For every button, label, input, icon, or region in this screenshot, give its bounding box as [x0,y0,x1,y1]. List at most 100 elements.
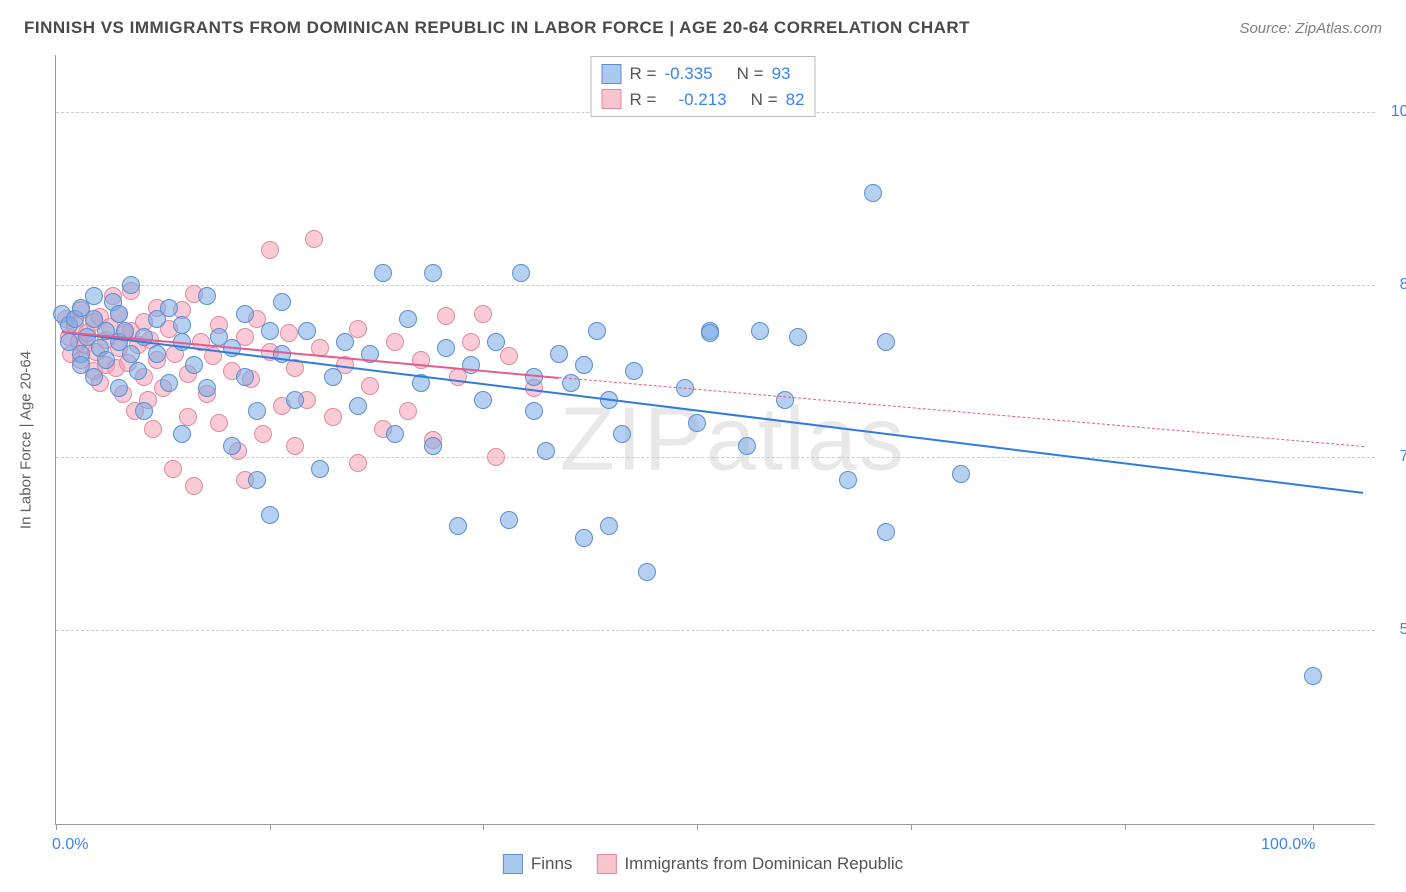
scatter-point-finns [273,293,291,311]
scatter-point-finns [148,345,166,363]
scatter-point-dominican [210,414,228,432]
scatter-point-dominican [399,402,417,420]
scatter-point-finns [97,351,115,369]
scatter-point-finns [160,374,178,392]
scatter-point-finns [135,402,153,420]
x-tick-mark [697,824,698,830]
scatter-point-finns [952,465,970,483]
scatter-point-dominican [280,324,298,342]
scatter-point-finns [550,345,568,363]
scatter-point-finns [286,391,304,409]
scatter-point-finns [537,442,555,460]
scatter-point-finns [701,324,719,342]
scatter-point-dominican [261,241,279,259]
scatter-point-finns [85,368,103,386]
scatter-point-finns [424,437,442,455]
legend-item-finns: Finns [503,854,573,874]
scatter-point-finns [575,529,593,547]
scatter-point-finns [236,368,254,386]
scatter-point-finns [298,322,316,340]
swatch-dominican [596,854,616,874]
scatter-point-finns [236,305,254,323]
y-tick-label: 85.0% [1385,276,1406,294]
scatter-point-dominican [185,477,203,495]
x-tick-mark [56,824,57,830]
scatter-point-finns [198,287,216,305]
scatter-point-finns [261,506,279,524]
r-value-finns: -0.335 [664,61,712,87]
legend-label-finns: Finns [531,854,573,874]
scatter-point-dominican [286,437,304,455]
n-value-dominican: 82 [786,87,805,113]
gridline-h [56,457,1375,458]
scatter-point-finns [261,322,279,340]
x-tick-label: 0.0% [52,836,88,854]
scatter-point-finns [122,276,140,294]
scatter-point-dominican [324,408,342,426]
scatter-point-dominican [254,425,272,443]
n-value-finns: 93 [772,61,791,87]
scatter-point-finns [877,523,895,541]
scatter-point-dominican [144,420,162,438]
legend-label-dominican: Immigrants from Dominican Republic [624,854,903,874]
x-tick-mark [1313,824,1314,830]
r-label: R = [630,61,657,87]
scatter-point-finns [600,517,618,535]
scatter-point-finns [386,425,404,443]
scatter-point-finns [85,287,103,305]
scatter-plot-area: In Labor Force | Age 20-64 ZIPatlas 55.0… [55,55,1375,825]
scatter-point-dominican [500,347,518,365]
scatter-point-finns [129,362,147,380]
y-axis-label: In Labor Force | Age 20-64 [18,350,35,528]
y-tick-label: 100.0% [1385,103,1406,121]
swatch-finns [602,64,622,84]
scatter-point-finns [160,299,178,317]
stats-row-dominican: R = -0.213 N = 82 [602,87,805,113]
scatter-point-finns [311,460,329,478]
trend-line [559,377,1364,447]
scatter-point-dominican [361,377,379,395]
scatter-point-dominican [437,307,455,325]
scatter-point-finns [173,316,191,334]
scatter-point-finns [500,511,518,529]
scatter-point-finns [776,391,794,409]
series-legend: Finns Immigrants from Dominican Republic [503,854,903,874]
scatter-point-finns [638,563,656,581]
scatter-point-finns [462,356,480,374]
scatter-point-dominican [349,320,367,338]
scatter-point-finns [110,379,128,397]
scatter-point-finns [248,471,266,489]
scatter-point-finns [525,402,543,420]
scatter-point-finns [110,305,128,323]
scatter-point-dominican [487,448,505,466]
scatter-point-finns [751,322,769,340]
y-tick-label: 70.0% [1385,448,1406,466]
scatter-point-dominican [305,230,323,248]
scatter-point-finns [839,471,857,489]
scatter-point-dominican [386,333,404,351]
scatter-point-finns [349,397,367,415]
scatter-point-dominican [164,460,182,478]
swatch-finns [503,854,523,874]
scatter-point-finns [122,345,140,363]
scatter-point-finns [449,517,467,535]
scatter-point-finns [789,328,807,346]
scatter-point-finns [562,374,580,392]
x-tick-mark [483,824,484,830]
scatter-point-finns [437,339,455,357]
scatter-point-finns [512,264,530,282]
scatter-point-finns [424,264,442,282]
n-label: N = [751,87,778,113]
scatter-point-finns [248,402,266,420]
y-tick-label: 55.0% [1385,621,1406,639]
scatter-point-finns [864,184,882,202]
scatter-point-finns [198,379,216,397]
scatter-point-finns [487,333,505,351]
scatter-point-finns [474,391,492,409]
scatter-point-finns [613,425,631,443]
x-tick-label: 100.0% [1261,836,1315,854]
x-tick-mark [270,824,271,830]
scatter-point-dominican [474,305,492,323]
legend-item-dominican: Immigrants from Dominican Republic [596,854,903,874]
scatter-point-dominican [349,454,367,472]
